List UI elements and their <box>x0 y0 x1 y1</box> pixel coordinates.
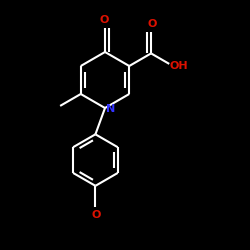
Text: N: N <box>106 104 116 114</box>
Text: O: O <box>92 210 101 220</box>
Text: O: O <box>148 20 157 30</box>
Text: O: O <box>99 15 109 25</box>
Text: OH: OH <box>170 61 188 71</box>
